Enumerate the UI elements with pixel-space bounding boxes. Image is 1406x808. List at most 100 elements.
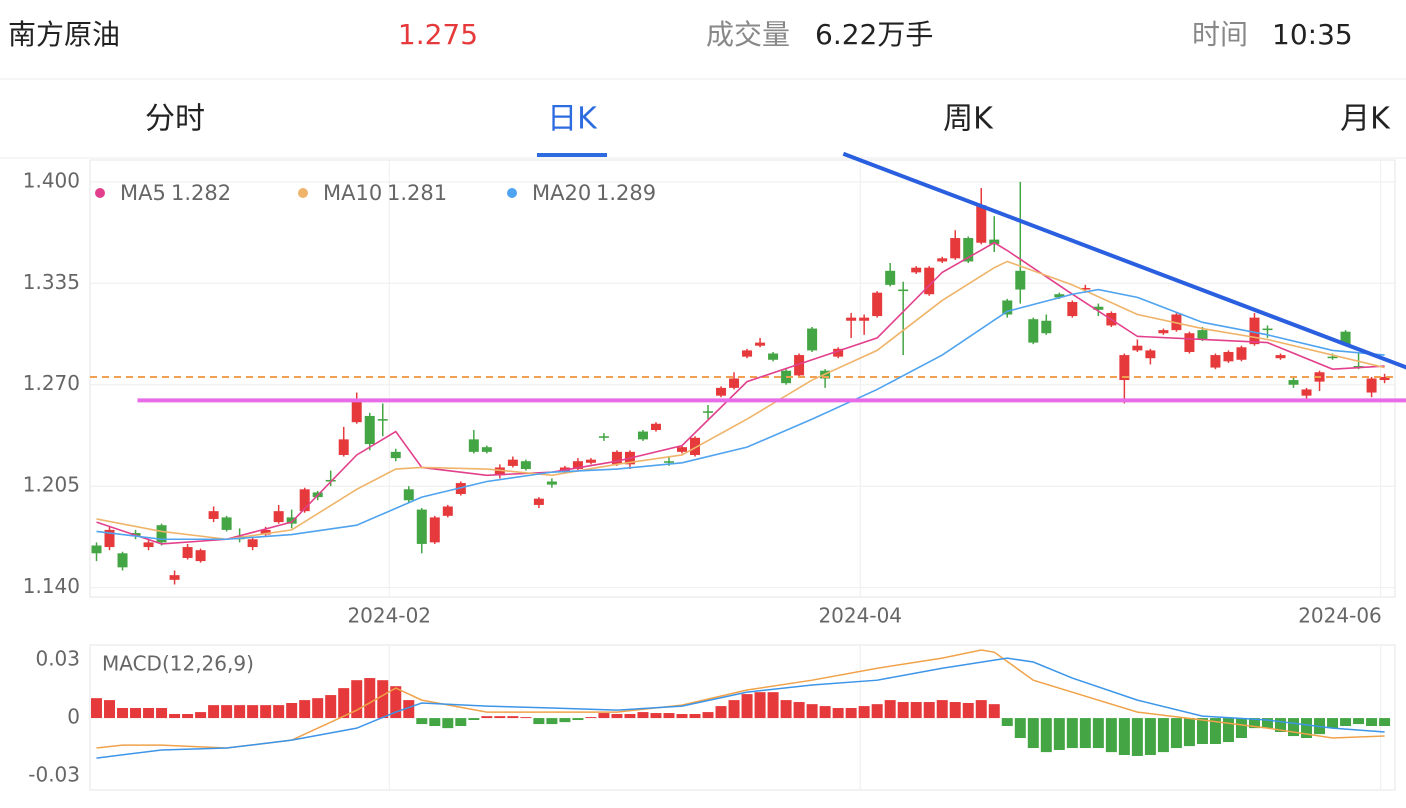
price: 1.275 bbox=[398, 18, 478, 51]
macd-bar bbox=[91, 698, 103, 719]
macd-bar bbox=[1118, 718, 1130, 756]
candle-body bbox=[872, 292, 883, 317]
y-tick-label: 1.270 bbox=[23, 371, 80, 395]
macd-bar bbox=[884, 700, 896, 719]
macd-bar bbox=[1248, 718, 1260, 729]
candle-body bbox=[416, 509, 427, 544]
candle-body bbox=[898, 289, 909, 292]
macd-bar bbox=[598, 713, 610, 719]
candle-body bbox=[195, 550, 206, 562]
macd-bar bbox=[871, 704, 883, 719]
candle-body bbox=[1379, 376, 1390, 381]
tab-underline bbox=[537, 153, 607, 157]
macd-bar bbox=[1001, 718, 1013, 727]
x-tick-label: 2024-06 bbox=[1298, 604, 1382, 628]
macd-bar bbox=[858, 706, 870, 719]
macd-bar bbox=[1105, 718, 1117, 753]
macd-bar bbox=[520, 717, 532, 719]
candle-body bbox=[468, 439, 479, 452]
candle-body bbox=[676, 447, 687, 452]
macd-bar bbox=[676, 714, 688, 719]
macd-bar bbox=[1209, 718, 1221, 744]
macd-bar bbox=[585, 717, 597, 719]
macd-bar bbox=[728, 700, 740, 719]
candle-body bbox=[1340, 331, 1351, 345]
macd-bar bbox=[689, 714, 701, 719]
plot-frame bbox=[89, 644, 1396, 791]
candle-body bbox=[286, 517, 297, 524]
candle-body bbox=[169, 575, 180, 580]
candle-body bbox=[390, 451, 401, 459]
tab[interactable]: 月K bbox=[1340, 102, 1391, 137]
ma-line bbox=[96, 241, 1385, 545]
macd-bar bbox=[1066, 718, 1078, 749]
macd-bar bbox=[429, 718, 441, 727]
volume-label: 成交量 bbox=[706, 18, 790, 51]
y-tick-label: 1.140 bbox=[23, 574, 80, 598]
macd-bar bbox=[234, 705, 246, 719]
macd-bar bbox=[1340, 718, 1352, 727]
macd-bar bbox=[130, 708, 142, 719]
macd-bar bbox=[1222, 718, 1234, 743]
macd-bar bbox=[260, 705, 272, 719]
macd-bar bbox=[1261, 718, 1273, 729]
candle-body bbox=[1054, 294, 1065, 298]
candle-body bbox=[1041, 320, 1052, 334]
candle-body bbox=[1210, 355, 1221, 368]
macd-bar bbox=[156, 708, 168, 719]
candle-body bbox=[260, 529, 271, 535]
legend-marker bbox=[95, 188, 105, 198]
macd-bar bbox=[715, 706, 727, 719]
candle-body bbox=[846, 317, 857, 321]
candle-body bbox=[885, 270, 896, 285]
macd-bar bbox=[663, 713, 675, 719]
candle-body bbox=[1223, 351, 1234, 362]
macd-bar bbox=[377, 680, 389, 719]
macd-bar bbox=[117, 708, 129, 719]
candle-body bbox=[1327, 356, 1338, 359]
candle-body bbox=[1080, 287, 1091, 290]
candle-body bbox=[273, 511, 284, 523]
time: 10:35 bbox=[1272, 18, 1353, 51]
y-tick-label: 1.205 bbox=[23, 473, 80, 497]
candle-body bbox=[442, 506, 453, 516]
macd-bar bbox=[1196, 718, 1208, 744]
macd-bar bbox=[988, 704, 1000, 719]
macd-bar bbox=[182, 714, 194, 719]
macd-bar bbox=[624, 714, 636, 719]
legend-value: 1.282 bbox=[171, 181, 231, 205]
macd-bar bbox=[247, 705, 259, 719]
macd-bar bbox=[1027, 718, 1039, 749]
macd-bar bbox=[962, 703, 974, 719]
macd-bar bbox=[1366, 718, 1378, 727]
candle-body bbox=[768, 353, 779, 360]
candle-body bbox=[91, 545, 102, 554]
candle-body bbox=[247, 539, 258, 548]
macd-bar bbox=[143, 708, 155, 719]
candle-body bbox=[104, 529, 115, 548]
macd-bar bbox=[195, 712, 207, 719]
macd-bar bbox=[390, 686, 402, 719]
tab[interactable]: 周K bbox=[943, 102, 994, 137]
candle-body bbox=[507, 459, 518, 466]
candle-body bbox=[924, 267, 935, 295]
macd-bar bbox=[1327, 718, 1339, 729]
candle-body bbox=[143, 542, 154, 548]
candle-body bbox=[1288, 380, 1299, 385]
macd-bar bbox=[455, 718, 467, 727]
candle-body bbox=[690, 437, 701, 455]
macd-bar bbox=[1053, 718, 1065, 750]
macd-bar bbox=[936, 700, 948, 719]
macd-bar bbox=[312, 698, 324, 719]
candle-body bbox=[911, 267, 922, 273]
macd-bar bbox=[1040, 718, 1052, 753]
tab[interactable]: 分时 bbox=[145, 102, 205, 137]
legend-marker bbox=[298, 188, 308, 198]
candle-body bbox=[182, 547, 193, 558]
macd-bar bbox=[949, 702, 961, 719]
macd-bar bbox=[507, 716, 519, 719]
tab[interactable]: 日K bbox=[547, 102, 598, 137]
candle-body bbox=[1067, 302, 1078, 317]
candle-body bbox=[611, 451, 622, 465]
